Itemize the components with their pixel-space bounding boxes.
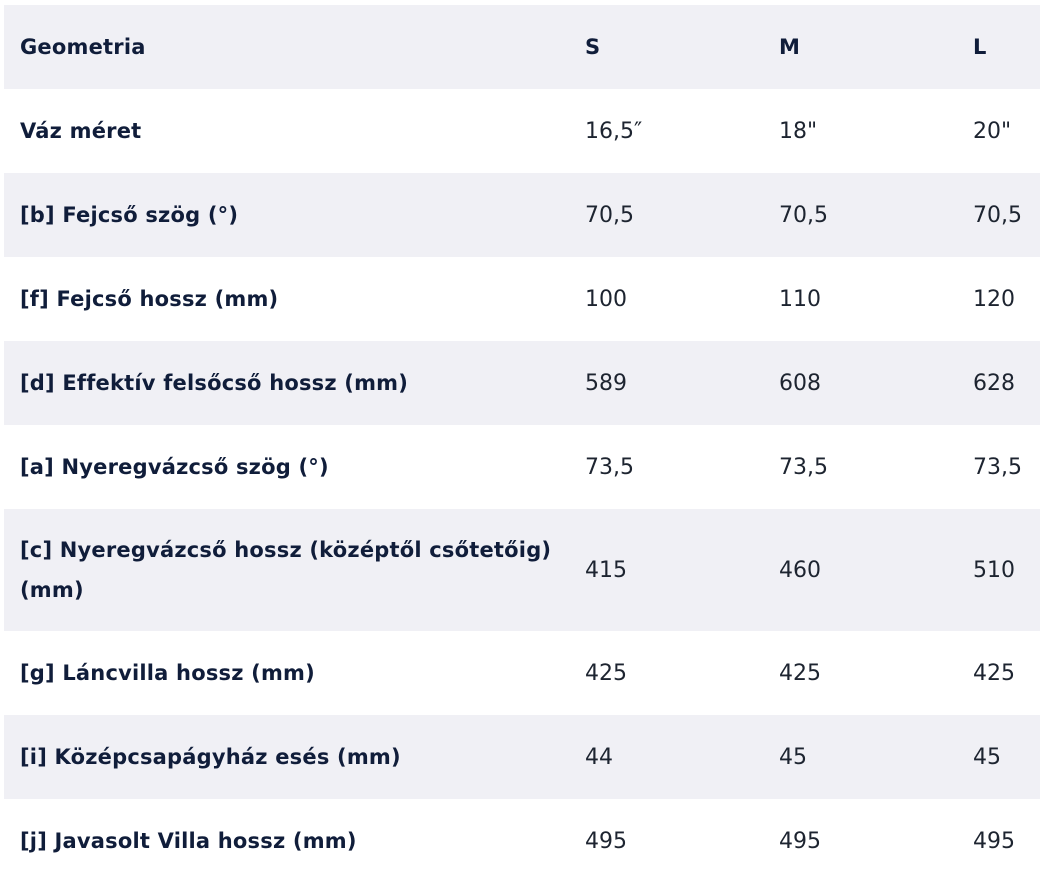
table-row: Váz méret 16,5″ 18" 20" [4,89,1040,173]
geometry-table: Geometria S M L Váz méret 16,5″ 18" 20" … [4,5,1040,883]
cell-s: 589 [585,370,627,396]
table-row: [a] Nyeregvázcső szög (°) 73,5 73,5 73,5 [4,425,1040,509]
cell-m: 608 [779,370,821,396]
table-row: [g] Láncvilla hossz (mm) 425 425 425 [4,631,1040,715]
cell-l: 510 [973,557,1015,583]
row-label: [a] Nyeregvázcső szög (°) [20,455,329,479]
cell-s: 425 [585,660,627,686]
cell-m: 425 [779,660,821,686]
header-size-l: L [973,35,987,59]
cell-s: 73,5 [585,454,634,480]
header-geometria: Geometria [20,35,146,59]
cell-s: 70,5 [585,202,634,228]
cell-l: 20" [973,118,1012,144]
cell-m: 460 [779,557,821,583]
row-label: [i] Középcsapágyház esés (mm) [20,745,401,769]
row-label: [b] Fejcső szög (°) [20,203,239,227]
cell-l: 628 [973,370,1015,396]
cell-m: 45 [779,744,807,770]
cell-m: 70,5 [779,202,828,228]
cell-s: 16,5″ [585,118,643,144]
cell-l: 45 [973,744,1001,770]
cell-l: 425 [973,660,1015,686]
cell-s: 100 [585,286,627,312]
cell-l: 495 [973,828,1015,854]
header-size-m: M [779,35,801,59]
row-label: [d] Effektív felsőcső hossz (mm) [20,371,409,395]
table-row: [b] Fejcső szög (°) 70,5 70,5 70,5 [4,173,1040,257]
cell-s: 44 [585,744,613,770]
table-row: [d] Effektív felsőcső hossz (mm) 589 608… [4,341,1040,425]
row-label: [c] Nyeregvázcső hossz (középtől csőtető… [20,538,552,602]
table-row: [j] Javasolt Villa hossz (mm) 495 495 49… [4,799,1040,883]
table-row: [i] Középcsapágyház esés (mm) 44 45 45 [4,715,1040,799]
row-label: [g] Láncvilla hossz (mm) [20,661,315,685]
row-label: [j] Javasolt Villa hossz (mm) [20,829,357,853]
cell-m: 18" [779,118,818,144]
cell-l: 70,5 [973,202,1022,228]
cell-l: 120 [973,286,1015,312]
cell-m: 73,5 [779,454,828,480]
table-header-row: Geometria S M L [4,5,1040,89]
header-size-s: S [585,35,601,59]
cell-s: 495 [585,828,627,854]
row-label: [f] Fejcső hossz (mm) [20,287,279,311]
cell-s: 415 [585,557,627,583]
cell-l: 73,5 [973,454,1022,480]
table-row: [c] Nyeregvázcső hossz (középtől csőtető… [4,509,1040,631]
cell-m: 110 [779,286,821,312]
row-label: Váz méret [20,119,142,143]
cell-m: 495 [779,828,821,854]
table-row: [f] Fejcső hossz (mm) 100 110 120 [4,257,1040,341]
